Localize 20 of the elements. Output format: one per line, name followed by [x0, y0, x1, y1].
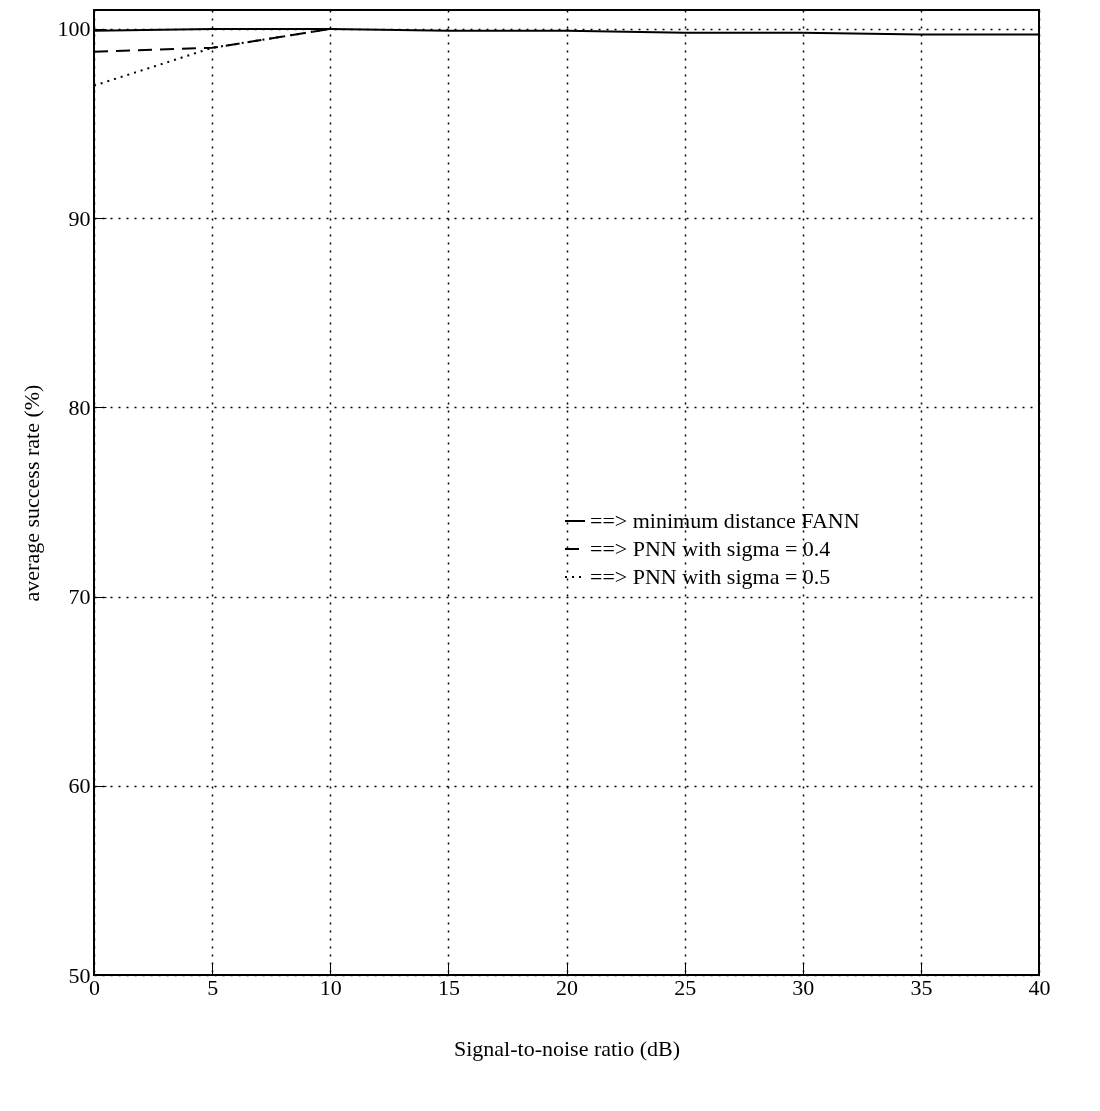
x-tick-label: 40 — [1028, 974, 1051, 1000]
x-tick-label: 30 — [792, 974, 815, 1000]
legend-label: ==> PNN with sigma = 0.4 — [590, 536, 831, 561]
x-tick-label: 0 — [89, 974, 100, 1000]
x-tick-label: 5 — [207, 974, 219, 1000]
x-tick-label: 35 — [910, 974, 933, 1000]
legend-label: ==> PNN with sigma = 0.5 — [590, 564, 831, 589]
x-tick-label: 20 — [556, 974, 578, 1000]
x-tick-label: 10 — [319, 974, 342, 1000]
y-tick-label: 70 — [68, 584, 91, 610]
y-tick-label: 60 — [68, 773, 91, 799]
y-tick-label: 100 — [57, 16, 91, 42]
x-tick-label: 15 — [437, 974, 460, 1000]
y-tick-label: 90 — [68, 205, 91, 231]
y-axis-title: average success rate (%) — [18, 384, 44, 602]
legend-label: ==> minimum distance FANN — [590, 508, 860, 533]
x-axis-title: Signal-to-noise ratio (dB) — [453, 1035, 681, 1061]
x-tick-label: 25 — [674, 974, 697, 1000]
y-tick-label: 80 — [68, 394, 91, 420]
y-tick-label: 50 — [68, 962, 91, 988]
